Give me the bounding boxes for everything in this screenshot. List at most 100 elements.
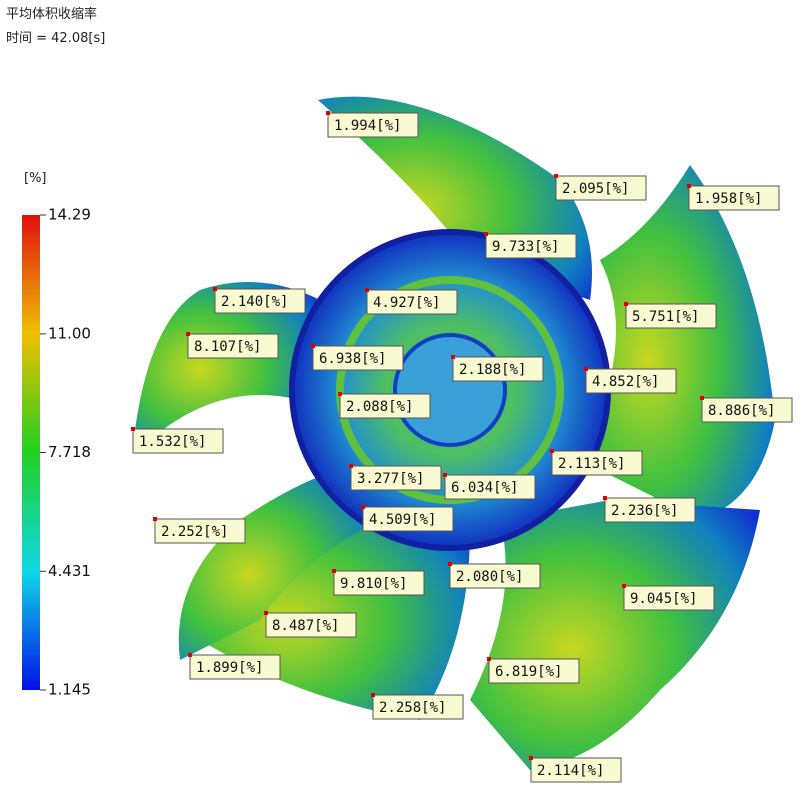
legend-tick-label: 11.00 [48, 324, 91, 342]
annotation: 1.899[%] [188, 653, 281, 680]
annotation: 8.107[%] [186, 332, 279, 359]
annotation-box [366, 289, 458, 315]
annotation: 2.113[%] [550, 449, 643, 476]
probe-point [326, 111, 330, 115]
annotation: 8.886[%] [700, 396, 793, 423]
annotation-box [623, 585, 715, 611]
annotation-box [187, 333, 279, 359]
annotation-box [132, 428, 224, 454]
annotation-label: 3.277[%] [357, 471, 424, 487]
annotation: 2.088[%] [338, 392, 431, 419]
annotation-box [265, 612, 357, 638]
probe-point [624, 302, 628, 306]
annotation: 5.751[%] [624, 302, 717, 329]
annotation-label: 2.140[%] [221, 294, 288, 310]
annotation: 4.509[%] [361, 505, 454, 532]
annotation-label: 9.045[%] [630, 591, 697, 607]
annotation-label: 8.487[%] [272, 618, 339, 634]
annotation-box [327, 112, 419, 138]
probe-point [338, 392, 342, 396]
annotation-box [625, 303, 717, 329]
annotation: 6.034[%] [443, 473, 536, 500]
annotation: 9.045[%] [622, 584, 715, 611]
annotation: 2.080[%] [448, 562, 541, 589]
probe-point [687, 184, 691, 188]
probe-point [554, 174, 558, 178]
annotation-label: 2.095[%] [562, 181, 629, 197]
annotation-box [312, 345, 404, 371]
annotation-box [214, 288, 306, 314]
probe-point [448, 562, 452, 566]
annotation-label: 6.938[%] [319, 351, 386, 367]
probe-point [451, 355, 455, 359]
color-bar [22, 215, 40, 690]
annotation-label: 2.114[%] [537, 763, 604, 779]
annotation-box [485, 233, 577, 259]
annotation: 2.114[%] [529, 756, 622, 783]
annotation-box [585, 368, 677, 394]
annotation-box [551, 450, 643, 476]
probe-point [584, 367, 588, 371]
annotation-box [154, 518, 246, 544]
annotation: 4.927[%] [365, 288, 458, 315]
annotation-label: 2.088[%] [346, 399, 413, 415]
annotation: 2.258[%] [371, 693, 464, 720]
annotation-box [488, 658, 580, 684]
annotation-box [350, 465, 442, 491]
annotation-box [189, 654, 281, 680]
probe-point [213, 287, 217, 291]
probe-point [603, 496, 607, 500]
annotation-label: 1.899[%] [196, 660, 263, 676]
annotation: 6.938[%] [311, 344, 404, 371]
annotation: 8.487[%] [264, 611, 357, 638]
annotation: 1.958[%] [687, 184, 780, 211]
annotation-box [604, 497, 696, 523]
probe-point [332, 569, 336, 573]
annotation: 9.810[%] [332, 569, 425, 596]
annotation-box [362, 506, 454, 532]
annotation-box [372, 694, 464, 720]
annotation-label: 9.810[%] [340, 576, 407, 592]
annotation: 6.819[%] [487, 657, 580, 684]
annotation-label: 6.034[%] [451, 480, 518, 496]
legend-tick-label: 4.431 [48, 562, 91, 580]
annotation: 3.277[%] [349, 464, 442, 491]
annotation-label: 5.751[%] [632, 309, 699, 325]
annotation-label: 4.927[%] [373, 295, 440, 311]
probe-point [153, 517, 157, 521]
annotation: 2.095[%] [554, 174, 647, 201]
annotation-label: 9.733[%] [492, 239, 559, 255]
fan-model [135, 96, 775, 770]
annotation-label: 8.886[%] [708, 403, 775, 419]
annotation-label: 1.532[%] [139, 434, 206, 450]
annotation: 1.994[%] [326, 111, 419, 138]
annotation-label: 1.994[%] [334, 118, 401, 134]
annotation-label: 2.258[%] [379, 700, 446, 716]
probe-point [186, 332, 190, 336]
annotation: 2.188[%] [451, 355, 544, 382]
annotation: 4.852[%] [584, 367, 677, 394]
annotation-label: 8.107[%] [194, 339, 261, 355]
probe-point [487, 657, 491, 661]
legend-unit: [%] [24, 171, 47, 186]
probe-point [622, 584, 626, 588]
annotation-label: 2.113[%] [558, 456, 625, 472]
annotation: 9.733[%] [484, 232, 577, 259]
annotation: 2.236[%] [603, 496, 696, 523]
probe-point [349, 464, 353, 468]
annotation-label: 2.252[%] [161, 524, 228, 540]
probe-point [188, 653, 192, 657]
probe-point [131, 427, 135, 431]
annotation: 2.140[%] [213, 287, 306, 314]
annotation-box [555, 175, 647, 201]
annotation-box [333, 570, 425, 596]
annotation-label: 6.819[%] [495, 664, 562, 680]
annotation-box [530, 757, 622, 783]
legend-tick-label: 14.29 [48, 206, 91, 224]
probe-point [529, 756, 533, 760]
annotation-label: 2.080[%] [456, 569, 523, 585]
annotation-box [688, 185, 780, 211]
legend-tick-label: 7.718 [48, 443, 91, 461]
probe-point [700, 396, 704, 400]
